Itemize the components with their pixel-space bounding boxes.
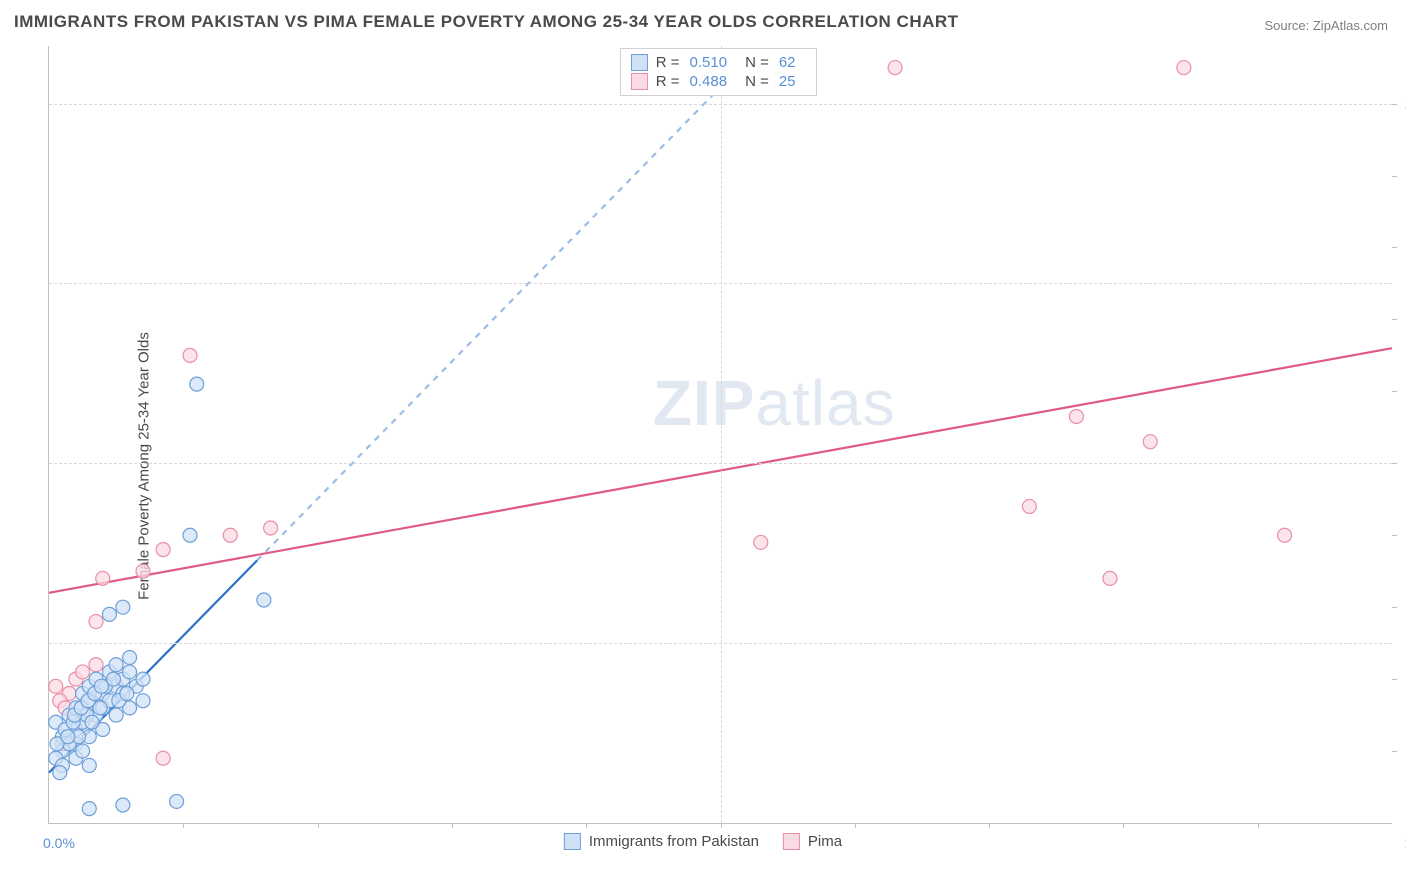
data-point <box>888 61 902 75</box>
legend-label-b: Pima <box>808 833 842 850</box>
legend-row-b: R = 0.488 N = 25 <box>631 72 806 91</box>
data-point <box>89 615 103 629</box>
data-point <box>116 798 130 812</box>
data-point <box>156 543 170 557</box>
legend-r-value-b: 0.488 <box>690 73 728 90</box>
data-point <box>53 766 67 780</box>
data-point <box>1143 435 1157 449</box>
data-point <box>96 571 110 585</box>
legend-swatch-a2 <box>564 833 581 850</box>
data-point <box>85 715 99 729</box>
data-point <box>94 679 108 693</box>
data-point <box>183 528 197 542</box>
data-point <box>82 758 96 772</box>
data-point <box>76 744 90 758</box>
legend-n-value-b: 25 <box>779 73 796 90</box>
legend-label-a: Immigrants from Pakistan <box>589 833 759 850</box>
data-point <box>123 651 137 665</box>
data-point <box>1103 571 1117 585</box>
x-tick-min: 0.0% <box>43 835 75 851</box>
data-point <box>76 665 90 679</box>
data-point <box>109 708 123 722</box>
correlation-legend: R = 0.510 N = 62 R = 0.488 N = 25 <box>620 48 817 96</box>
data-point <box>264 521 278 535</box>
y-tick-mark <box>1392 679 1397 680</box>
data-point <box>61 730 75 744</box>
data-point <box>89 658 103 672</box>
y-tick-label: 100.0% <box>1400 96 1406 112</box>
x-tick-mark <box>183 823 184 828</box>
data-point <box>120 687 134 701</box>
chart-title: IMMIGRANTS FROM PAKISTAN VS PIMA FEMALE … <box>14 12 959 32</box>
legend-item-b: Pima <box>783 833 842 850</box>
x-tick-mark <box>989 823 990 828</box>
data-point <box>102 607 116 621</box>
y-tick-mark <box>1392 247 1397 248</box>
data-point <box>49 679 63 693</box>
x-tick-mark <box>855 823 856 828</box>
legend-item-a: Immigrants from Pakistan <box>564 833 759 850</box>
data-point <box>156 751 170 765</box>
data-point <box>257 593 271 607</box>
data-point <box>170 794 184 808</box>
legend-r-label-a: R = <box>656 54 680 71</box>
y-tick-mark <box>1392 535 1397 536</box>
x-tick-mark <box>318 823 319 828</box>
legend-swatch-b2 <box>783 833 800 850</box>
y-tick-mark <box>1392 391 1397 392</box>
data-point <box>754 535 768 549</box>
y-tick-mark <box>1392 176 1397 177</box>
source-attribution: Source: ZipAtlas.com <box>1264 18 1388 33</box>
legend-n-value-a: 62 <box>779 54 796 71</box>
x-tick-mark <box>452 823 453 828</box>
trend-line <box>257 46 761 560</box>
x-tick-mark <box>1123 823 1124 828</box>
legend-swatch-a <box>631 54 648 71</box>
data-point <box>190 377 204 391</box>
data-point <box>136 694 150 708</box>
y-tick-label: 50.0% <box>1400 455 1406 471</box>
y-tick-mark <box>1392 319 1397 320</box>
x-tick-mark <box>586 823 587 828</box>
plot-area: ZIPatlas R = 0.510 N = 62 R = 0.488 N = … <box>48 46 1392 824</box>
legend-row-a: R = 0.510 N = 62 <box>631 53 806 72</box>
data-point <box>109 658 123 672</box>
data-point <box>223 528 237 542</box>
gridline-v <box>721 46 722 823</box>
x-tick-mark <box>1258 823 1259 828</box>
chart-container: Female Poverty Among 25-34 Year Olds ZIP… <box>0 40 1406 892</box>
y-tick-mark <box>1392 104 1397 105</box>
series-legend: Immigrants from Pakistan Pima <box>564 833 842 850</box>
legend-swatch-b <box>631 73 648 90</box>
data-point <box>82 802 96 816</box>
y-tick-mark <box>1392 607 1397 608</box>
x-tick-mark <box>721 823 722 828</box>
data-point <box>136 564 150 578</box>
data-point <box>123 665 137 679</box>
data-point <box>1069 410 1083 424</box>
y-tick-mark <box>1392 463 1397 464</box>
data-point <box>116 600 130 614</box>
legend-r-label-b: R = <box>656 73 680 90</box>
y-tick-label: 25.0% <box>1400 635 1406 651</box>
legend-r-value-a: 0.510 <box>690 54 728 71</box>
legend-n-label-b: N = <box>745 73 769 90</box>
legend-n-label-a: N = <box>745 54 769 71</box>
data-point <box>136 672 150 686</box>
data-point <box>1278 528 1292 542</box>
data-point <box>1022 499 1036 513</box>
y-tick-mark <box>1392 751 1397 752</box>
data-point <box>1177 61 1191 75</box>
data-point <box>183 348 197 362</box>
y-tick-label: 75.0% <box>1400 275 1406 291</box>
